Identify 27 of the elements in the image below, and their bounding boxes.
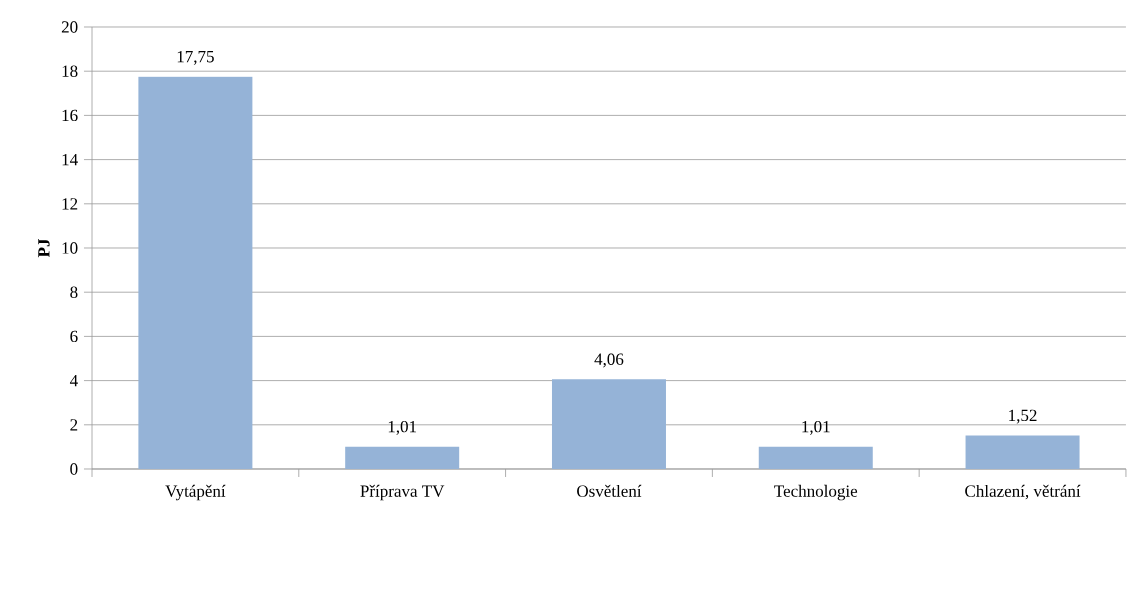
data-label: 4,06 (594, 353, 624, 368)
y-tick-label: 0 (70, 463, 78, 475)
bar (551, 379, 666, 469)
x-tick-label: Příprava TV (360, 484, 445, 501)
bar (965, 435, 1080, 469)
y-tick-label: 8 (70, 286, 78, 298)
data-label: 17,75 (177, 51, 214, 65)
x-tick-label: Chlazení, větrání (965, 484, 1081, 500)
y-tick-label: 10 (62, 242, 78, 254)
y-tick-label: 14 (62, 153, 78, 166)
y-tick-label: 6 (70, 330, 78, 343)
data-label: 1,01 (802, 420, 830, 435)
data-label: 1,52 (1009, 409, 1037, 424)
bar (138, 76, 253, 469)
y-tick-label: 20 (61, 21, 78, 33)
y-tick-label: 2 (70, 419, 78, 431)
y-tick-label: 12 (62, 198, 78, 210)
y-tick-label: 16 (62, 109, 78, 122)
y-tick-label: 4 (69, 375, 78, 387)
bar (345, 446, 460, 469)
bar (758, 446, 873, 469)
y-tick-label: 18 (62, 65, 78, 77)
y-axis-title: PJ (38, 239, 50, 258)
x-tick-label: Vytápění (165, 484, 226, 501)
x-tick-label: Osvětlení (577, 484, 642, 497)
x-tick-label: Technologie (774, 484, 858, 501)
data-label: 1,01 (388, 420, 417, 435)
